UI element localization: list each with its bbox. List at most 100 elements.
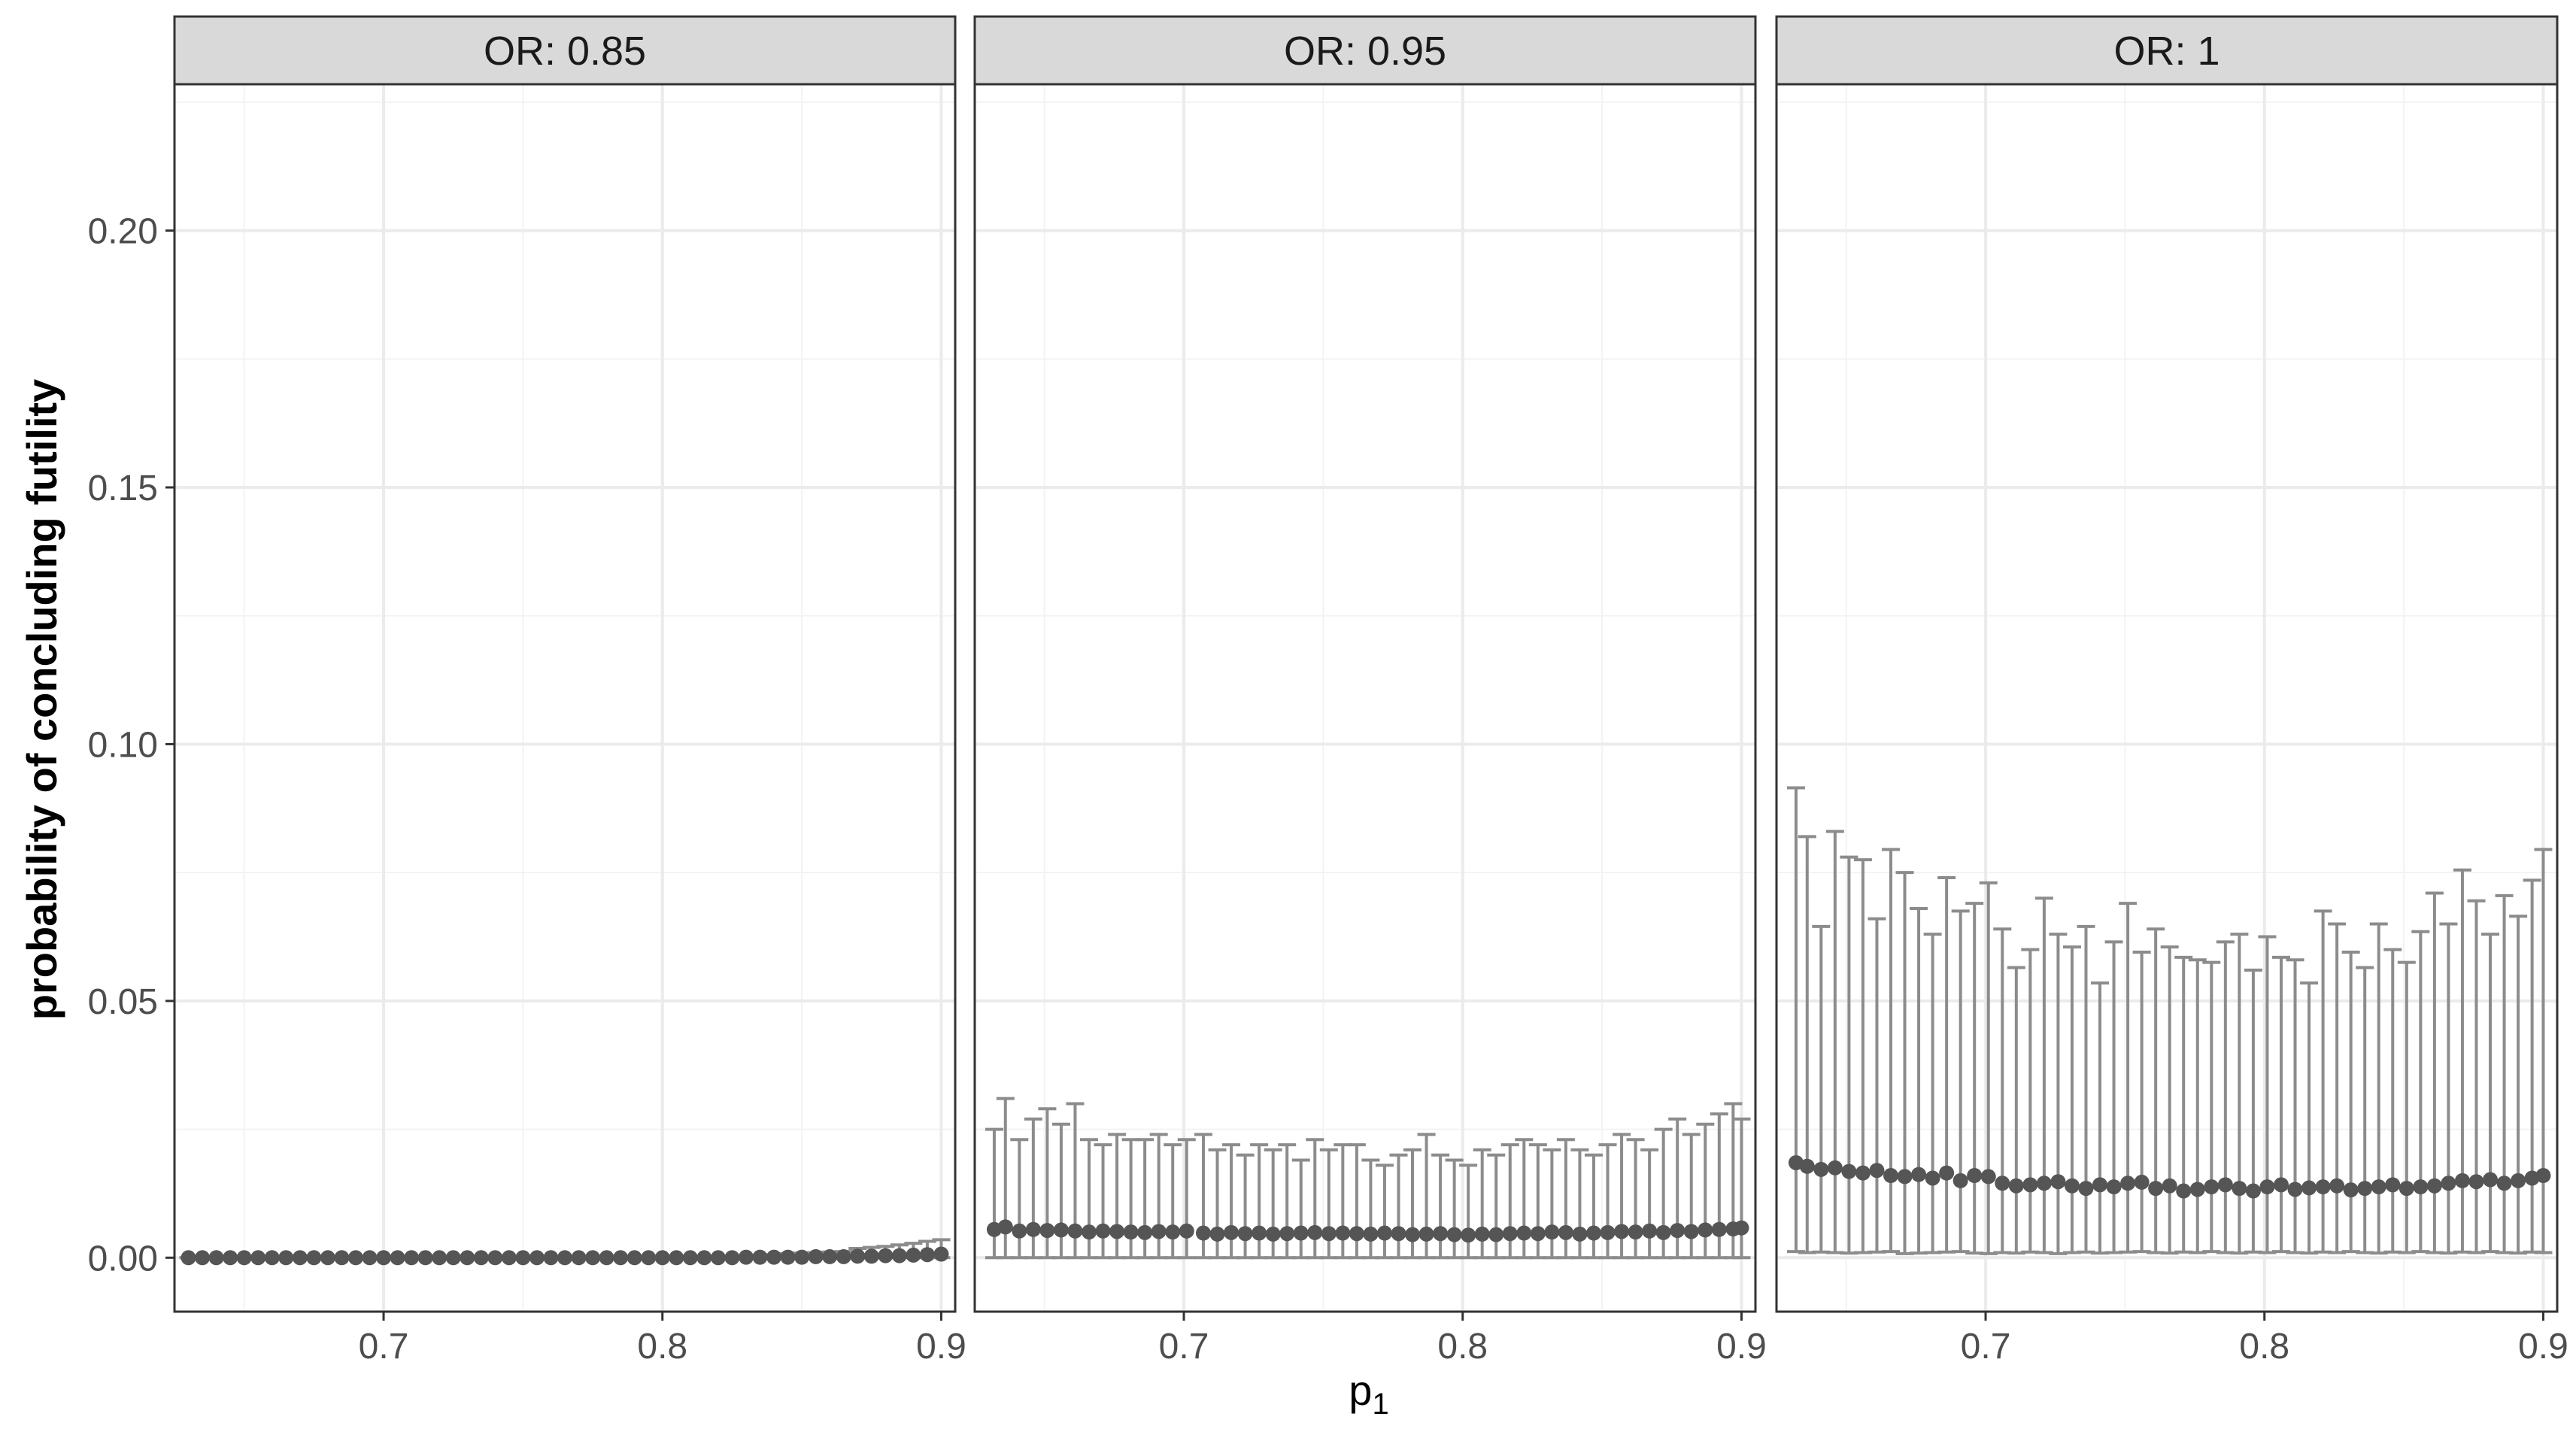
data-point [2148, 1181, 2164, 1197]
data-point [1813, 1161, 1829, 1177]
data-point [1307, 1224, 1323, 1240]
data-point [306, 1250, 322, 1266]
data-point [208, 1250, 224, 1266]
data-point [1614, 1224, 1630, 1239]
y-tick-label: 0.20 [88, 212, 158, 252]
data-point [2329, 1178, 2345, 1194]
data-point [906, 1247, 921, 1263]
data-point [710, 1250, 726, 1266]
data-point [2371, 1179, 2386, 1195]
data-point [1012, 1223, 1027, 1239]
data-point [2245, 1183, 2261, 1199]
data-point [613, 1250, 629, 1266]
data-point [432, 1250, 448, 1266]
x-axis-title: p1 [1349, 1367, 1388, 1421]
data-point [292, 1250, 308, 1266]
data-point [557, 1250, 572, 1266]
data-point [878, 1248, 894, 1264]
data-point [1461, 1227, 1476, 1243]
data-point [1670, 1223, 1685, 1239]
facet-strip-title: OR: 0.85 [484, 29, 646, 74]
data-point [2120, 1176, 2136, 1191]
x-tick-label: 0.7 [359, 1327, 409, 1367]
data-point [1939, 1165, 1955, 1181]
data-point [1405, 1227, 1421, 1242]
x-tick-label: 0.9 [2518, 1327, 2568, 1367]
data-point [2008, 1178, 2024, 1194]
data-point [1544, 1224, 1560, 1240]
data-point [766, 1249, 782, 1265]
data-point [2162, 1178, 2177, 1194]
y-axis-title: probability of concluding futility [18, 379, 65, 1020]
data-point [1376, 1225, 1392, 1241]
data-point [780, 1249, 796, 1265]
error-bar [2534, 848, 2553, 1254]
data-point [1179, 1223, 1194, 1239]
data-point [2050, 1174, 2066, 1190]
data-point [2357, 1181, 2373, 1197]
x-axis-title-subscript: 1 [1372, 1388, 1388, 1421]
data-point [2315, 1179, 2331, 1195]
x-tick-label: 0.7 [1961, 1327, 2011, 1367]
data-point [473, 1250, 489, 1266]
data-point [2134, 1174, 2150, 1190]
data-point [1967, 1168, 1983, 1184]
data-point [2385, 1177, 2401, 1193]
data-point [1698, 1222, 1713, 1238]
data-point [682, 1250, 698, 1266]
data-point [1869, 1163, 1885, 1179]
x-tick-label: 0.8 [1437, 1327, 1488, 1367]
data-point [1883, 1168, 1898, 1184]
data-point [1363, 1226, 1379, 1242]
data-point [2399, 1181, 2414, 1197]
data-point [1558, 1224, 1573, 1240]
data-point [320, 1250, 335, 1266]
data-point [1655, 1224, 1671, 1240]
data-point [223, 1250, 238, 1266]
y-tick-label: 0.15 [88, 469, 158, 508]
y-tick-label: 0.10 [88, 725, 158, 765]
data-point [919, 1247, 935, 1263]
error-bar [1881, 848, 1900, 1254]
data-point [738, 1249, 754, 1265]
data-point [2496, 1176, 2512, 1191]
data-point [1995, 1176, 2010, 1191]
data-point [1925, 1170, 1940, 1186]
data-point [585, 1250, 601, 1266]
data-point [2483, 1172, 2499, 1188]
data-point [334, 1250, 350, 1266]
x-tick-label: 0.7 [1159, 1327, 1209, 1367]
data-point [1151, 1224, 1167, 1239]
y-tick-label: 0.00 [88, 1239, 158, 1279]
y-tick-label: 0.05 [88, 982, 158, 1022]
data-point [1109, 1224, 1125, 1239]
data-point [1265, 1226, 1281, 1242]
data-point [404, 1250, 420, 1266]
data-point [529, 1250, 545, 1266]
data-point [1335, 1225, 1351, 1241]
facet-panel-or-1: OR: 1 0.7 0.8 0.9 [1775, 15, 2568, 1367]
data-point [2287, 1182, 2303, 1197]
x-tick-label: 0.9 [1716, 1327, 1767, 1367]
panel-border [1775, 83, 2559, 1313]
data-point [2343, 1182, 2359, 1198]
panel-border [973, 83, 1757, 1313]
data-point [1349, 1226, 1364, 1242]
data-point [1585, 1225, 1601, 1241]
data-point [1474, 1226, 1490, 1242]
data-point [1321, 1226, 1337, 1242]
data-point [1530, 1226, 1546, 1242]
data-point [654, 1250, 670, 1266]
data-point [1224, 1224, 1239, 1240]
data-point [1165, 1224, 1181, 1240]
data-point [1827, 1160, 1843, 1176]
data-point [2064, 1178, 2080, 1194]
data-point [2441, 1176, 2456, 1191]
data-point [264, 1250, 280, 1266]
data-point [1683, 1224, 1699, 1239]
data-point [1279, 1226, 1295, 1242]
data-point [250, 1250, 266, 1266]
data-point [347, 1250, 363, 1266]
data-point [822, 1248, 838, 1264]
